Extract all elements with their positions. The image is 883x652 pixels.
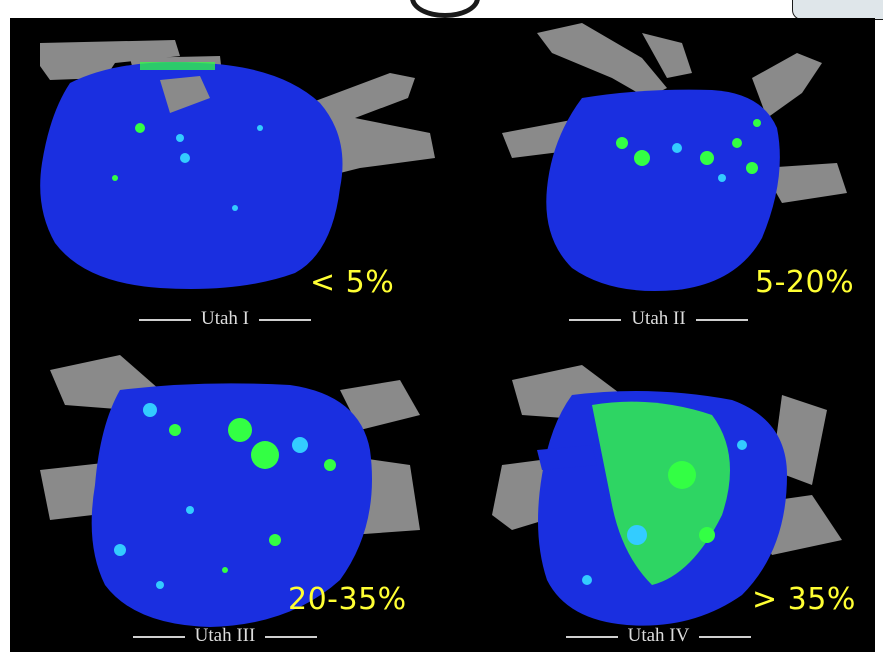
fibrosis-spot (232, 205, 238, 211)
fibrosis-spot (634, 150, 650, 166)
fibrosis-spot (114, 544, 126, 556)
fibrosis-spot (156, 581, 164, 589)
fibrosis-spot (699, 527, 715, 543)
fibrosis-spot (222, 567, 228, 573)
caption-rule-right (699, 635, 752, 638)
caption-rule-right (259, 318, 311, 321)
fibrosis-spot (582, 575, 592, 585)
caption-text-utah-4: Utah IV (627, 625, 690, 646)
fibrosis-spot (135, 123, 145, 133)
atrium-render-utah-4 (492, 365, 842, 626)
caption-rule-left (132, 635, 185, 638)
fibrosis-spot (228, 418, 252, 442)
caption-rule-right (265, 635, 318, 638)
vein-top-left (40, 40, 180, 80)
vein-top (642, 33, 692, 78)
panel-utah-1: < 5% Utah I (10, 18, 440, 335)
vein-top-left (537, 23, 667, 98)
vein-right-upper (752, 53, 822, 118)
percent-label-utah-2: 5-20% (755, 265, 855, 300)
fibrosis-spot (700, 151, 714, 165)
caption-utah-4: Utah IV (442, 625, 875, 647)
atrium-band (537, 445, 597, 470)
caption-rule-left (565, 635, 618, 638)
fibrosis-region (592, 401, 730, 585)
fibrosis-spot (251, 441, 279, 469)
atrium-render-utah-1 (40, 40, 435, 289)
caption-utah-3: Utah III (10, 625, 440, 647)
fibrosis-spot (732, 138, 742, 148)
percent-label-utah-1: < 5% (310, 265, 395, 300)
fibrosis-spot (292, 437, 308, 453)
fibrosis-spot (180, 153, 190, 163)
percent-label-utah-3: 20-35% (288, 582, 407, 617)
caption-rule-right (695, 318, 748, 321)
fibrosis-spot (616, 137, 628, 149)
caption-text-utah-3: Utah III (194, 625, 256, 646)
fibrosis-spot (718, 174, 726, 182)
panel-utah-4: > 35% Utah IV (442, 335, 875, 652)
fibrosis-spot (753, 119, 761, 127)
fibrosis-spot (269, 534, 281, 546)
fibrosis-spot (737, 440, 747, 450)
fibrosis-spot (324, 459, 336, 471)
caption-text-utah-1: Utah I (200, 308, 249, 329)
percent-label-utah-4: > 35% (752, 582, 856, 617)
fibrosis-spot (143, 403, 157, 417)
caption-utah-2: Utah II (442, 308, 875, 330)
fibrosis-spot (186, 506, 194, 514)
vein-right-lower (762, 163, 847, 203)
fibrosis-spot (672, 143, 682, 153)
caption-rule-left (569, 318, 622, 321)
fibrosis-spot (627, 525, 647, 545)
fibrosis-spot (746, 162, 758, 174)
fibrosis-spot (140, 62, 215, 70)
atrium-render-utah-3 (40, 355, 420, 627)
fibrosis-spot (176, 134, 184, 142)
caption-rule-left (138, 318, 191, 321)
atrium-body (546, 89, 780, 292)
atrium-body (40, 62, 343, 289)
vein-inner (160, 76, 210, 113)
fibrosis-spot (668, 461, 696, 489)
slide-corner-tab (792, 0, 883, 20)
panel-utah-3: 20-35% Utah III (10, 335, 440, 652)
fibrosis-spot (257, 125, 263, 131)
figure-canvas: < 5% Utah I 5-20% Utah II (10, 18, 875, 652)
caption-text-utah-2: Utah II (631, 308, 686, 329)
atrium-render-utah-2 (502, 23, 847, 292)
vein-right-upper (340, 380, 420, 430)
fibrosis-spot (169, 424, 181, 436)
panel-utah-2: 5-20% Utah II (442, 18, 875, 335)
fibrosis-spot (112, 175, 118, 181)
caption-utah-1: Utah I (10, 308, 440, 330)
